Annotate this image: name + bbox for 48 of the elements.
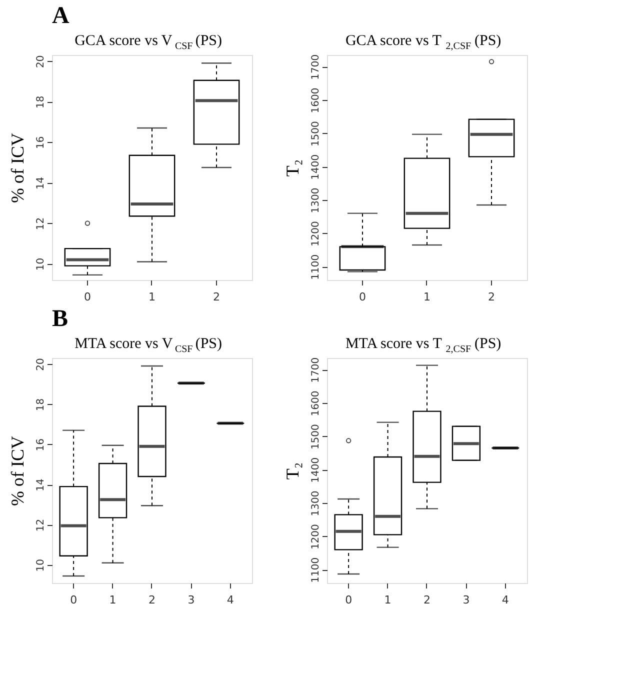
y-tick-label: 16 <box>36 136 46 150</box>
x-tick-label: 2 <box>488 290 496 304</box>
x-tick-label: 2 <box>213 290 220 304</box>
y-tick-label: 14 <box>36 478 46 492</box>
y-tick-label: 1400 <box>310 154 322 180</box>
y-tick-label: 1600 <box>310 88 322 114</box>
x-tick-label: 3 <box>188 594 195 606</box>
y-tick-label: 20 <box>36 55 46 68</box>
y-tick-label: 1300 <box>310 188 322 214</box>
y-tick-label: 10 <box>36 258 46 271</box>
y-tick-label: 12 <box>36 217 46 230</box>
x-tick-label: 2 <box>424 594 430 606</box>
y-axis-title: % of ICV <box>8 133 28 203</box>
x-tick-label: 0 <box>70 594 78 606</box>
text: A <box>52 3 70 29</box>
y-tick-label: 1500 <box>310 424 322 450</box>
y-tick-label: 14 <box>36 176 46 190</box>
x-tick-label: 0 <box>345 594 352 606</box>
y-axis-title: T₂ <box>282 159 302 177</box>
x-tick-label: 4 <box>502 594 509 606</box>
y-tick-label: 1400 <box>310 457 322 483</box>
y-tick-label: 1500 <box>310 121 322 147</box>
y-tick-label: 1300 <box>310 490 322 516</box>
x-tick-label: 1 <box>109 594 116 606</box>
y-tick-label: 1200 <box>310 221 322 247</box>
x-tick-label: 0 <box>84 290 91 304</box>
y-tick-label: 1200 <box>310 524 322 550</box>
y-tick-label: 1600 <box>310 390 322 416</box>
x-tick-label: 3 <box>462 594 470 606</box>
y-tick-label: 12 <box>36 518 46 532</box>
text: B <box>52 306 68 332</box>
x-tick-label: 1 <box>424 290 430 304</box>
y-axis-title: T₂ <box>282 462 302 480</box>
y-tick-label: 20 <box>36 358 46 371</box>
y-tick-label: 10 <box>36 559 46 572</box>
x-tick-label: 1 <box>384 594 392 606</box>
y-tick-label: 1700 <box>310 357 322 383</box>
x-tick-label: 4 <box>226 594 234 606</box>
y-tick-label: 16 <box>36 438 46 452</box>
x-tick-label: 1 <box>148 290 156 304</box>
x-tick-label: 0 <box>358 290 366 304</box>
y-tick-label: 1700 <box>310 54 322 80</box>
y-tick-label: 18 <box>36 398 46 412</box>
y-axis-title: % of ICV <box>8 436 28 506</box>
y-tick-label: 18 <box>36 96 46 108</box>
y-tick-label: 1100 <box>310 557 322 583</box>
x-tick-label: 2 <box>148 594 156 606</box>
y-tick-label: 1100 <box>310 254 322 280</box>
